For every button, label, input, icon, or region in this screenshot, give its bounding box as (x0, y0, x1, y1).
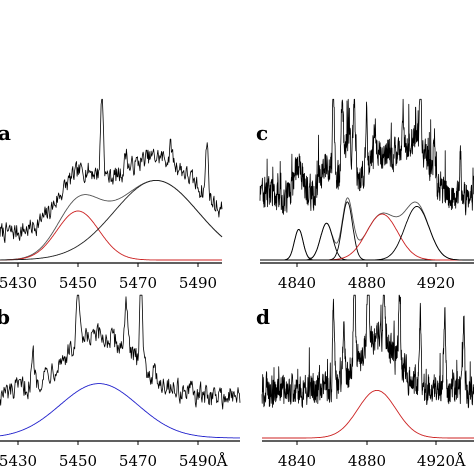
panel-a-tick-1: 5450 (59, 274, 97, 292)
panel-d-plot (261, 294, 474, 445)
panel-a-tick-0: 5430 (0, 274, 37, 292)
panel-b: b 5430 5450 5470 5490 Å (0, 294, 241, 470)
panel-c-letter: c (256, 121, 268, 145)
panel-c-tick-1: 4880 (348, 274, 386, 292)
panel-c-tick-2: 4920 (417, 274, 455, 292)
panel-b-tick-1: 5450 (59, 452, 97, 470)
panel-a-tick-3: 5490 (179, 274, 217, 292)
panel-c-plot (259, 98, 474, 267)
panel-a-series-gaussian-2 (0, 210, 222, 261)
panel-b-tick-3: 5490 (179, 452, 217, 470)
panel-b-tick-2: 5470 (119, 452, 157, 470)
panel-a-series-gaussian-3 (0, 179, 223, 261)
panel-c-series-gaussian-6 (260, 206, 474, 261)
panel-a-series-total_fit-1 (0, 179, 223, 261)
panel-b-series-gaussian-1 (0, 383, 240, 439)
panel-a-plot (0, 98, 223, 267)
panel-b-series-spectrum-0 (0, 294, 241, 410)
panel-d-tick-1: 4880 (348, 452, 386, 470)
panel-b-unit-label: Å (216, 452, 228, 470)
panel-d-letter: d (256, 305, 270, 329)
panel-d-tick-0: 4840 (278, 452, 316, 470)
panel-c-series-spectrum-0 (259, 98, 474, 216)
panel-c-series-gaussian-2 (260, 228, 474, 261)
panel-a-letter: a (0, 121, 11, 145)
panel-c: c 4840 4880 4920 (256, 98, 474, 292)
panel-b-plot (0, 294, 241, 445)
panel-d-tick-2: 4920 (417, 452, 455, 470)
panel-a: a 5430 5450 5470 5490 (0, 98, 223, 292)
panel-b-tick-0: 5430 (0, 452, 37, 470)
panel-c-series-gaussian-3 (260, 222, 474, 261)
panel-c-tick-0: 4840 (278, 274, 316, 292)
panel-d-series-gaussian-1 (262, 389, 474, 439)
panel-a-tick-2: 5470 (119, 274, 157, 292)
panel-d-unit-label: Å (454, 452, 466, 470)
panel-a-series-spectrum-0 (0, 98, 223, 243)
panel-d-series-spectrum-0 (261, 294, 474, 409)
panel-b-letter: b (0, 305, 10, 329)
panel-d: d 4840 4880 4920 Å (256, 294, 474, 470)
